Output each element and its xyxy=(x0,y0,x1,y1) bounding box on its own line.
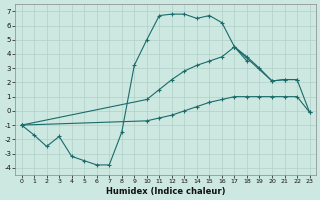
X-axis label: Humidex (Indice chaleur): Humidex (Indice chaleur) xyxy=(106,187,225,196)
